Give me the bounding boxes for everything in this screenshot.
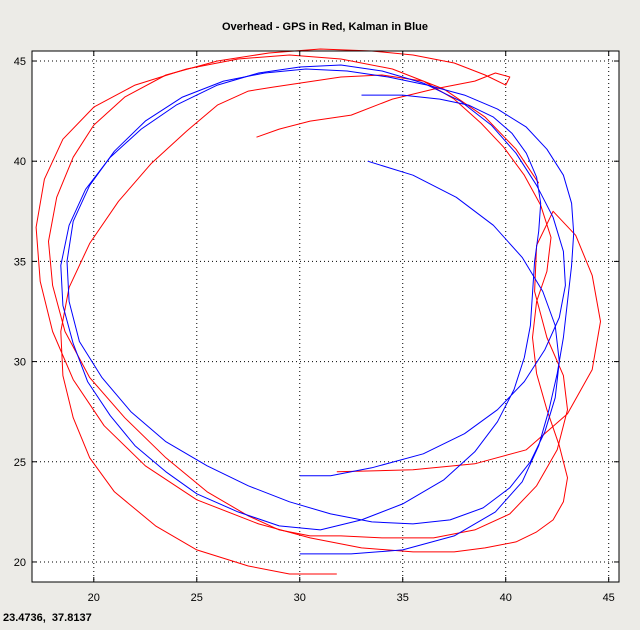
y-tick-label: 40 — [14, 156, 26, 168]
y-tick-label: 30 — [14, 357, 26, 369]
x-tick-label: 40 — [500, 592, 512, 604]
gps-track-line — [35, 54, 568, 575]
x-tick-label: 30 — [294, 592, 306, 604]
y-tick-label: 20 — [14, 557, 26, 569]
axis-ticks — [32, 51, 619, 582]
series-group — [35, 48, 601, 575]
x-tick-label: 20 — [88, 592, 100, 604]
x-tick-label: 35 — [397, 592, 409, 604]
kalman-track-line — [66, 68, 575, 555]
grid — [32, 51, 619, 582]
plot-border — [31, 50, 620, 583]
y-tick-label: 25 — [14, 457, 26, 469]
x-tick-label: 45 — [603, 592, 615, 604]
kalman-track-line — [60, 64, 566, 531]
y-tick-label: 45 — [14, 56, 26, 68]
gps-track-line — [48, 48, 601, 539]
y-tick-label: 35 — [14, 256, 26, 268]
axis-tick-labels: 20 25 30 35 40 45 20 25 30 35 40 45 — [14, 56, 615, 604]
chart-title: Overhead - GPS in Red, Kalman in Blue — [222, 21, 428, 33]
coordinate-readout: 23.4736, 37.8137 — [3, 612, 92, 624]
x-tick-label: 25 — [191, 592, 203, 604]
